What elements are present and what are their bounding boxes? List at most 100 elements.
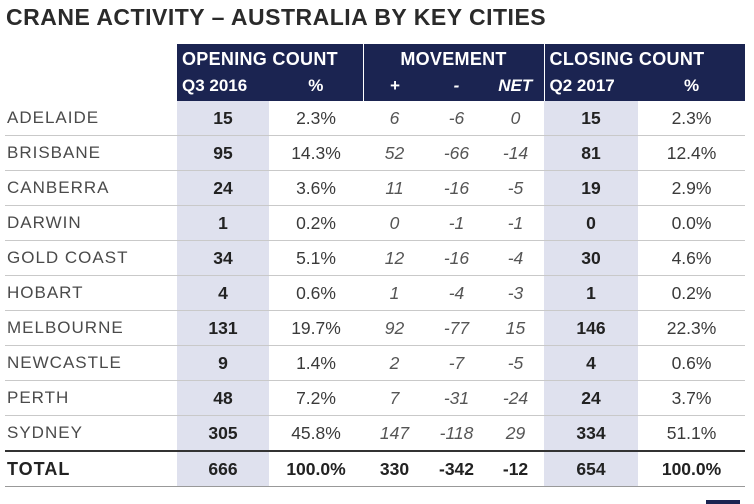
opening-pct-cell: 2.3%: [269, 101, 364, 136]
closing-pct-cell: 0.0%: [638, 205, 746, 241]
movement-plus-cell: 1: [363, 275, 427, 311]
movement-plus-cell: 2: [363, 345, 427, 381]
opening-count-cell: 15: [177, 101, 269, 136]
movement-plus-header: +: [362, 72, 427, 101]
opening-count-cell: 131: [177, 310, 269, 346]
opening-pct-cell: 5.1%: [269, 240, 364, 276]
opening-pct-cell: 0.2%: [269, 205, 364, 241]
city-cell: GOLD COAST: [5, 240, 177, 276]
movement-minus-cell: -16: [426, 170, 488, 206]
movement-net-cell: -14: [487, 135, 545, 171]
opening-pct-cell: 14.3%: [269, 135, 364, 171]
page-title: CRANE ACTIVITY – AUSTRALIA BY KEY CITIES: [6, 4, 547, 30]
city-cell: SYDNEY: [5, 415, 177, 452]
closing-count-header: CLOSING COUNT: [543, 44, 746, 72]
opening-count-cell: 305: [177, 415, 269, 452]
opening-pct-cell: 1.4%: [269, 345, 364, 381]
movement-plus-cell: 6: [363, 101, 427, 136]
opening-pct-cell: 45.8%: [269, 415, 364, 452]
movement-net-cell: -4: [487, 240, 545, 276]
movement-plus-cell: 12: [363, 240, 427, 276]
movement-net-cell: -12: [487, 450, 545, 487]
opening-count-cell: 95: [177, 135, 269, 171]
table-row: ADELAIDE 15 2.3% 6 -6 0 15 2.3%: [5, 101, 746, 136]
movement-minus-cell: -4: [426, 275, 488, 311]
city-cell: BRISBANE: [5, 135, 177, 171]
opening-count-cell: 48: [177, 380, 269, 416]
opening-count-cell: 1: [177, 205, 269, 241]
closing-period-header: Q2 2017: [543, 72, 639, 101]
movement-plus-cell: 147: [363, 415, 427, 452]
closing-count-cell: 334: [544, 415, 639, 452]
opening-pct-cell: 7.2%: [269, 380, 364, 416]
movement-minus-cell: -7: [426, 345, 488, 381]
closing-count-cell: 81: [544, 135, 639, 171]
closing-pct-cell: 3.7%: [638, 380, 746, 416]
movement-net-cell: 15: [487, 310, 545, 346]
table-body: ADELAIDE 15 2.3% 6 -6 0 15 2.3% BRISBANE 95 14.3% 5…: [5, 101, 746, 487]
opening-count-cell: 9: [177, 345, 269, 381]
corner-accent-bar: [706, 500, 740, 504]
opening-pct-cell: 0.6%: [269, 275, 364, 311]
table-row: NEWCASTLE 9 1.4% 2 -7 -5 4 0.6%: [5, 345, 746, 381]
closing-pct-cell: 22.3%: [638, 310, 746, 346]
movement-plus-cell: 7: [363, 380, 427, 416]
movement-net-cell: 0: [487, 101, 545, 136]
closing-pct-cell: 4.6%: [638, 240, 746, 276]
table-header: OPENING COUNT MOVEMENT CLOSING COUNT Q3 …: [5, 44, 746, 101]
closing-count-cell: 30: [544, 240, 639, 276]
movement-net-cell: -1: [487, 205, 545, 241]
table-row: SYDNEY 305 45.8% 147 -118 29 334 51.1%: [5, 415, 746, 452]
closing-count-cell: 4: [544, 345, 639, 381]
opening-period-header: Q3 2016: [177, 72, 269, 101]
city-cell: HOBART: [5, 275, 177, 311]
closing-count-cell: 1: [544, 275, 639, 311]
movement-net-cell: -24: [487, 380, 545, 416]
movement-header: MOVEMENT: [362, 44, 545, 72]
opening-pct-cell: 19.7%: [269, 310, 364, 346]
crane-activity-table: OPENING COUNT MOVEMENT CLOSING COUNT Q3 …: [5, 44, 746, 487]
movement-minus-cell: -342: [426, 450, 488, 487]
city-cell: PERTH: [5, 380, 177, 416]
closing-pct-cell: 51.1%: [638, 415, 746, 452]
movement-net-cell: -5: [487, 345, 545, 381]
movement-minus-cell: -66: [426, 135, 488, 171]
closing-count-cell: 24: [544, 380, 639, 416]
opening-count-cell: 34: [177, 240, 269, 276]
city-cell: MELBOURNE: [5, 310, 177, 346]
movement-net-header: NET: [487, 72, 545, 101]
table-row: HOBART 4 0.6% 1 -4 -3 1 0.2%: [5, 275, 746, 311]
movement-plus-cell: 0: [363, 205, 427, 241]
total-row: TOTAL 666 100.0% 330 -342 -12 654 100.0%: [5, 450, 746, 487]
opening-pct-header: %: [269, 72, 364, 101]
opening-count-cell: 666: [177, 450, 269, 487]
closing-pct-cell: 12.4%: [638, 135, 746, 171]
movement-plus-cell: 11: [363, 170, 427, 206]
city-cell: DARWIN: [5, 205, 177, 241]
movement-plus-cell: 330: [363, 450, 427, 487]
closing-count-cell: 654: [544, 450, 639, 487]
movement-minus-cell: -1: [426, 205, 488, 241]
closing-pct-cell: 2.9%: [638, 170, 746, 206]
opening-count-header: OPENING COUNT: [177, 44, 364, 72]
closing-count-cell: 15: [544, 101, 639, 136]
table-row: PERTH 48 7.2% 7 -31 -24 24 3.7%: [5, 380, 746, 416]
movement-minus-cell: -31: [426, 380, 488, 416]
city-cell: CANBERRA: [5, 170, 177, 206]
city-cell: ADELAIDE: [5, 101, 177, 136]
closing-count-cell: 0: [544, 205, 639, 241]
movement-minus-cell: -118: [426, 415, 488, 452]
movement-minus-cell: -6: [426, 101, 488, 136]
city-cell: NEWCASTLE: [5, 345, 177, 381]
opening-count-cell: 4: [177, 275, 269, 311]
movement-net-cell: 29: [487, 415, 545, 452]
opening-pct-cell: 3.6%: [269, 170, 364, 206]
movement-minus-cell: -16: [426, 240, 488, 276]
closing-count-cell: 146: [544, 310, 639, 346]
movement-plus-cell: 52: [363, 135, 427, 171]
closing-pct-cell: 2.3%: [638, 101, 746, 136]
movement-net-cell: -5: [487, 170, 545, 206]
table-row: GOLD COAST 34 5.1% 12 -16 -4 30 4.6%: [5, 240, 746, 276]
movement-minus-header: -: [426, 72, 488, 101]
closing-count-cell: 19: [544, 170, 639, 206]
